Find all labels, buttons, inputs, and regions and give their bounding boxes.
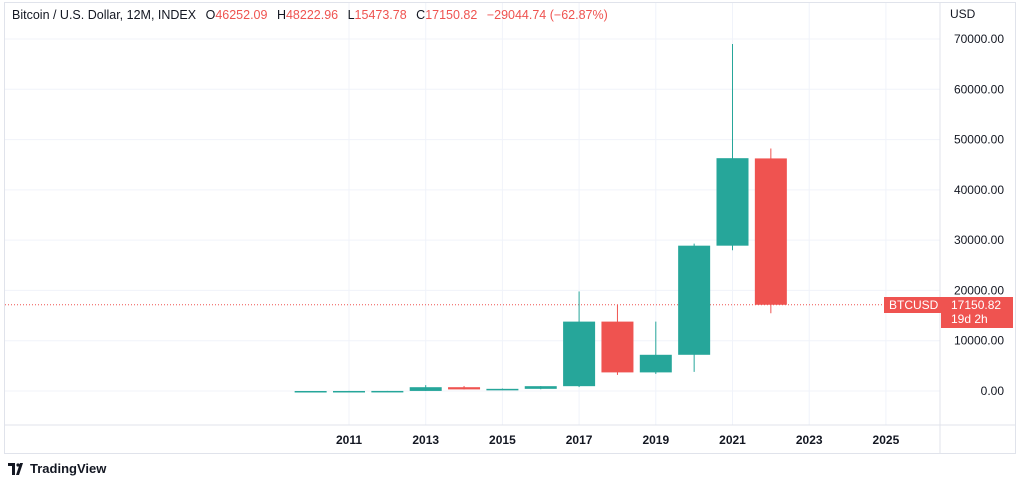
high-value: 48222.96 xyxy=(285,8,339,22)
candle-body xyxy=(563,321,596,387)
candle-body xyxy=(294,390,327,393)
symbol-title: Bitcoin / U.S. Dollar, 12M, INDEX xyxy=(12,8,197,22)
y-tick-label: 0.00 xyxy=(981,384,1005,398)
x-tick-label: 2011 xyxy=(336,433,362,447)
x-tick-label: 2021 xyxy=(719,433,746,447)
tradingview-logo[interactable]: TradingView xyxy=(8,461,106,476)
brand-name: TradingView xyxy=(30,461,107,476)
y-tick-label: 70000.00 xyxy=(954,32,1004,46)
candle-body xyxy=(486,388,519,391)
currency-label: USD xyxy=(950,7,976,21)
last-price: 17150.82 xyxy=(951,298,1002,312)
symbol-tag: BTCUSD xyxy=(884,297,944,313)
low-value: 15473.78 xyxy=(354,8,407,22)
candle-body xyxy=(524,386,557,389)
x-tick-label: 2019 xyxy=(642,433,669,447)
open-value: 46252.09 xyxy=(215,8,268,22)
close-value: 17150.82 xyxy=(425,8,478,22)
candle-body xyxy=(716,158,749,246)
y-tick-label: 60000.00 xyxy=(954,82,1004,96)
chart-frame xyxy=(4,2,1016,454)
candle-body xyxy=(678,245,711,355)
candle-body xyxy=(409,387,442,391)
change-value: −29044.74 (−62.87%) xyxy=(486,8,608,22)
candle-body xyxy=(333,390,365,393)
x-tick-label: 2013 xyxy=(412,433,439,447)
y-tick-label: 20000.00 xyxy=(954,283,1004,297)
y-tick-label: 30000.00 xyxy=(954,233,1004,247)
bar-countdown: 19d 2h xyxy=(951,312,988,326)
candle-body xyxy=(754,158,787,305)
y-tick-label: 10000.00 xyxy=(954,334,1004,348)
x-tick-label: 2023 xyxy=(796,433,823,447)
tradingview-logo-icon xyxy=(8,462,23,475)
x-tick-label: 2025 xyxy=(873,433,900,447)
x-tick-label: 2015 xyxy=(489,433,516,447)
last-price-tag: 17150.82 19d 2h xyxy=(941,297,1013,328)
candle-body xyxy=(639,354,672,373)
y-tick-label: 50000.00 xyxy=(954,133,1004,147)
x-tick-label: 2017 xyxy=(566,433,593,447)
candle-body xyxy=(601,321,634,373)
ohlc-legend: Bitcoin / U.S. Dollar, 12M, INDEX O46252… xyxy=(12,8,608,22)
candle-body xyxy=(448,387,481,390)
candle-body xyxy=(371,390,404,393)
y-tick-label: 40000.00 xyxy=(954,183,1004,197)
